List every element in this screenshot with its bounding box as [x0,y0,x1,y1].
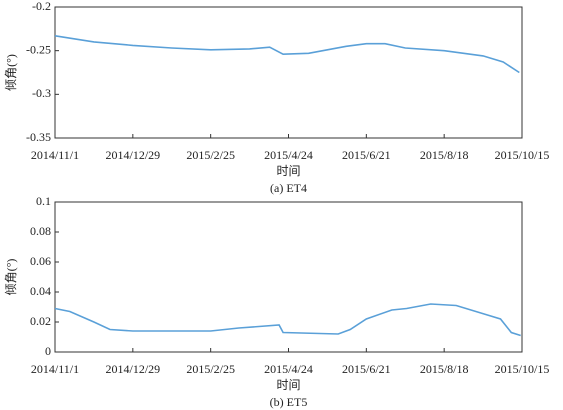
caption: (b) ET5 [270,395,308,409]
x-tick-label: 2015/2/25 [186,362,235,376]
y-axis-label: 倾角(°) [4,259,18,296]
y-tick-label: -0.3 [32,86,51,100]
x-tick-label: 2015/2/25 [186,148,235,162]
x-tick-label: 2015/4/24 [264,362,313,376]
x-axis-label: 时间 [276,378,300,392]
plot-frame [54,6,523,139]
x-tick-label: 2015/4/24 [264,148,313,162]
x-tick-label: 2014/12/29 [105,148,160,162]
x-tick-label: 2015/8/18 [420,362,469,376]
y-axis-label: 倾角(°) [4,54,18,91]
y-tick-label: -0.25 [26,42,51,56]
data-line [54,35,520,74]
y-tick-label: 0.06 [30,254,51,268]
y-tick-label: 0.08 [30,224,51,238]
y-tick-label: 0 [45,344,51,358]
caption: (a) ET4 [270,181,307,195]
x-tick-label: 2015/10/15 [495,148,550,162]
y-tick-label: 0.1 [36,194,51,208]
y-tick-label: 0.04 [30,284,51,298]
x-tick-label: 2014/11/1 [31,148,79,162]
x-axis-label: 时间 [276,164,300,178]
x-tick-label: 2014/12/29 [105,362,160,376]
x-tick-label: 2015/10/15 [495,362,550,376]
x-tick-label: 2014/11/1 [31,362,79,376]
y-tick-label: -0.35 [26,130,51,144]
x-tick-label: 2015/6/21 [342,362,391,376]
y-tick-label: 0.02 [30,314,51,328]
x-tick-label: 2015/8/18 [420,148,469,162]
plot-frame [54,201,523,353]
x-tick-label: 2015/6/21 [342,148,391,162]
data-line [54,303,521,337]
y-tick-label: -0.2 [32,0,51,13]
